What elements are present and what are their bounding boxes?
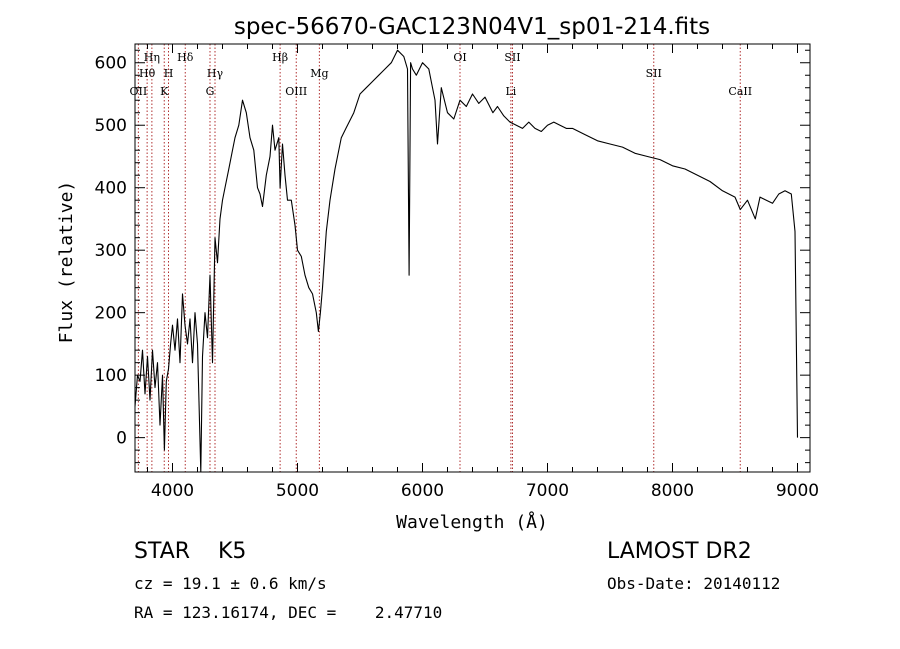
y-axis-label: Flux (relative) [56, 181, 77, 344]
marker-label: K [160, 85, 169, 98]
marker-label: OIII [285, 85, 307, 98]
marker-label: G [206, 85, 215, 98]
x-tick-label: 4000 [151, 481, 194, 501]
marker-label: Hη [144, 51, 160, 64]
marker-label: Hγ [207, 67, 224, 80]
marker-label: Hδ [177, 51, 194, 64]
marker-label: OII [130, 85, 148, 98]
marker-label: Li [505, 85, 516, 98]
marker-label: Mg [310, 67, 328, 80]
tick-marks: 4000 5000 6000 7000 8000 9000 0 100 200 300 400 500… [95, 44, 819, 501]
survey-release-text: LAMOST DR2 [607, 539, 752, 564]
redshift-text: cz = 19.1 ± 0.6 km/s [134, 574, 327, 593]
plot-axes [134, 43, 811, 473]
y-tick-label: 600 [95, 54, 127, 74]
marker-label: Hβ [272, 51, 288, 64]
marker-label: SII [504, 51, 520, 64]
x-tick-label: 7000 [526, 481, 569, 501]
x-axis-label: Wavelength (Å) [396, 511, 548, 533]
x-tick-label: 6000 [401, 481, 444, 501]
y-tick-label: 100 [95, 366, 127, 386]
y-tick-label: 200 [95, 304, 127, 324]
observation-date-text: Obs-Date: 20140112 [607, 574, 781, 593]
object-class-text: STAR K5 [134, 539, 247, 564]
y-tick-label: 500 [95, 116, 127, 136]
x-tick-label: 9000 [776, 481, 819, 501]
marker-label: CaII [728, 85, 752, 98]
marker-label: SII [646, 67, 662, 80]
marker-label: Hθ [139, 67, 156, 80]
marker-label: H [164, 67, 174, 80]
spectrum-line [134, 49, 799, 473]
marker-label: OI [453, 51, 466, 64]
plot-frame [134, 43, 811, 473]
chart-title: spec-56670-GAC123N04V1_sp01-214.fits [234, 14, 710, 40]
ra-dec-text: RA = 123.16174, DEC = 2.47710 [134, 603, 443, 622]
y-tick-label: 0 [116, 429, 127, 449]
x-tick-label: 5000 [276, 481, 319, 501]
spectrum-series [134, 49, 799, 473]
y-tick-label: 300 [95, 241, 127, 261]
x-tick-label: 8000 [651, 481, 694, 501]
y-tick-label: 400 [95, 179, 127, 199]
